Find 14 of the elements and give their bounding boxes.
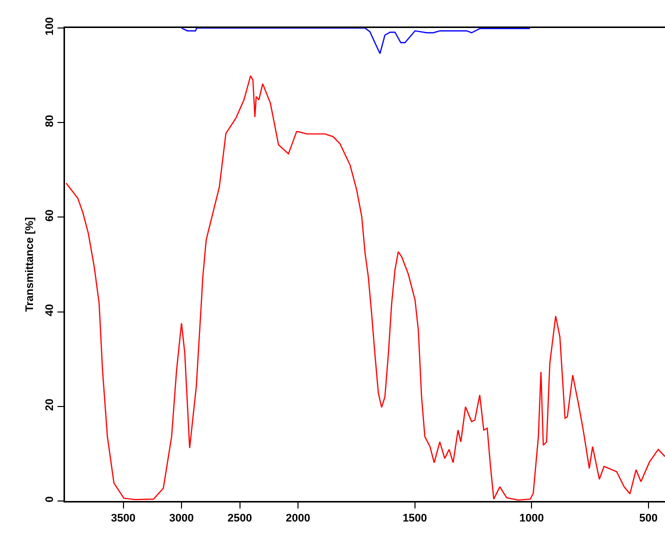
y-tick-label: 0: [44, 496, 56, 502]
y-tick-label: 40: [44, 304, 56, 316]
x-tick-label: 1500: [402, 512, 428, 525]
x-tick-label: 2000: [286, 512, 310, 525]
y-tick-label: 60: [44, 209, 56, 222]
x-tick-label: 3000: [169, 512, 194, 525]
y-tick-label: 100: [44, 17, 56, 36]
x-tick-label: 500: [639, 512, 658, 525]
x-tick-label: 2500: [228, 512, 252, 525]
x-tick-label: 1000: [519, 512, 544, 525]
y-tick-label: 20: [44, 398, 56, 411]
y-axis-title: Transmittance [%]: [24, 216, 36, 312]
y-tick-label: 80: [44, 114, 56, 128]
x-tick-label: 3500: [111, 512, 136, 525]
